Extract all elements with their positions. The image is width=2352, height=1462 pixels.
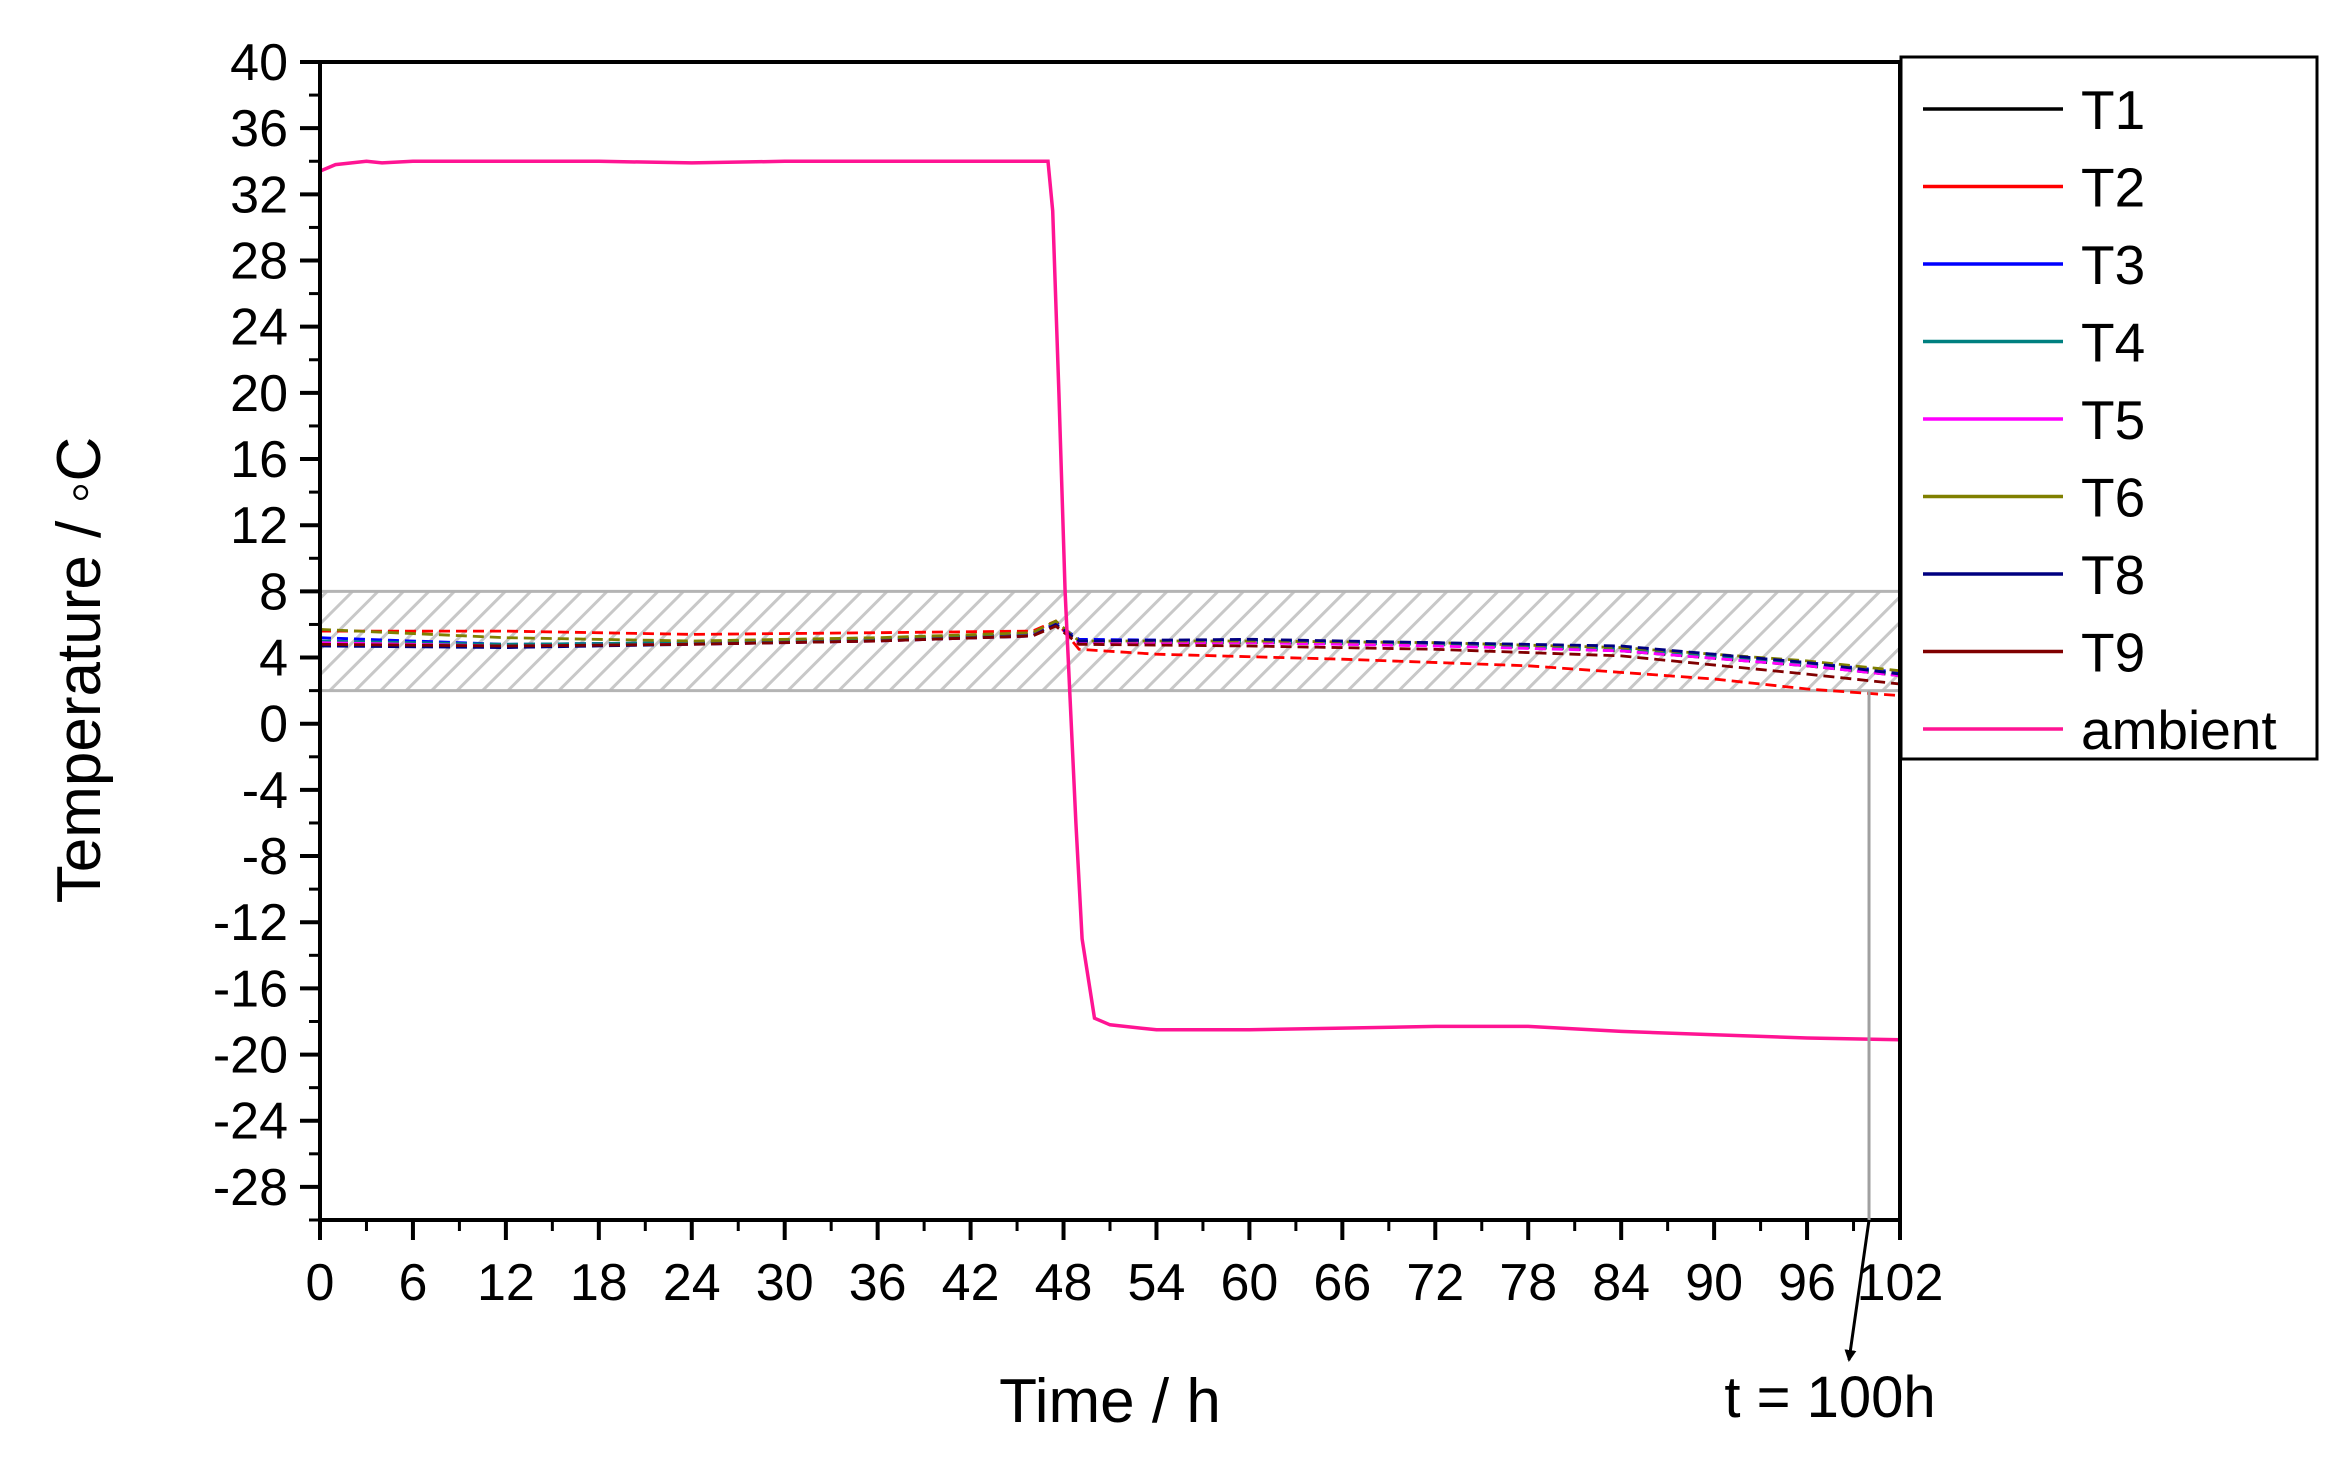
legend: T1 T2 T3 T4 T5 T6 T8 T9 ambient bbox=[1899, 55, 2319, 761]
x-tick-label: 0 bbox=[306, 1254, 335, 1312]
x-tick-label: 96 bbox=[1778, 1254, 1836, 1312]
y-tick-label: 8 bbox=[259, 563, 288, 621]
legend-label-T4: T4 bbox=[2081, 312, 2145, 374]
x-tick-label: 78 bbox=[1499, 1254, 1557, 1312]
x-tick-label: 6 bbox=[398, 1254, 427, 1312]
x-tick-label: 24 bbox=[663, 1254, 721, 1312]
y-tick-label: 40 bbox=[230, 34, 288, 92]
x-tick-label: 30 bbox=[756, 1254, 814, 1312]
y-tick-label: 16 bbox=[230, 431, 288, 489]
legend-label-T1: T1 bbox=[2081, 79, 2145, 141]
x-tick-label: 18 bbox=[570, 1254, 628, 1312]
series-layer bbox=[320, 159, 1900, 1042]
y-tick-label: 36 bbox=[230, 100, 288, 158]
annotation: t = 100h bbox=[1724, 690, 1936, 1430]
series-line-T2 bbox=[320, 619, 1900, 697]
y-tick-label: -12 bbox=[213, 894, 288, 952]
annotation-label: t = 100h bbox=[1724, 1365, 1935, 1430]
legend-box bbox=[1899, 55, 2319, 761]
y-tick-label: -8 bbox=[242, 828, 288, 886]
legend-label-T9: T9 bbox=[2081, 622, 2145, 684]
legend-label-T6: T6 bbox=[2081, 467, 2145, 529]
y-tick-label: 20 bbox=[230, 365, 288, 423]
x-tick-label: 66 bbox=[1313, 1254, 1371, 1312]
x-tick-label: 60 bbox=[1220, 1254, 1278, 1312]
y-tick-label: 24 bbox=[230, 299, 288, 357]
tick-labels-layer: 0 6 12 18 24 30 36 42 48 54 60 66 72 78 84 90 96 10240363… bbox=[213, 34, 1944, 1312]
ticks-layer bbox=[300, 60, 1902, 1240]
y-tick-label: -20 bbox=[213, 1027, 288, 1085]
x-tick-label: 54 bbox=[1128, 1254, 1186, 1312]
y-tick-label: 32 bbox=[230, 166, 288, 224]
y-tick-label: -16 bbox=[213, 960, 288, 1018]
y-tick-label: -4 bbox=[242, 762, 288, 820]
series-line-ambient bbox=[320, 159, 1900, 1042]
x-tick-label: 42 bbox=[942, 1254, 1000, 1312]
annotation-arrow bbox=[1844, 1219, 1871, 1362]
x-tick-label: 72 bbox=[1406, 1254, 1464, 1312]
legend-label-ambient: ambient bbox=[2081, 699, 2277, 761]
x-tick-label: 48 bbox=[1035, 1254, 1093, 1312]
y-tick-label: -28 bbox=[213, 1159, 288, 1217]
y-tick-label: 28 bbox=[230, 233, 288, 291]
x-tick-label: 12 bbox=[477, 1254, 535, 1312]
y-axis-title: Temperature / ◦C bbox=[45, 437, 114, 903]
legend-label-T2: T2 bbox=[2081, 157, 2145, 219]
x-tick-label: 102 bbox=[1857, 1254, 1944, 1312]
x-tick-label: 84 bbox=[1592, 1254, 1650, 1312]
legend-label-T5: T5 bbox=[2081, 389, 2145, 451]
legend-label-T8: T8 bbox=[2081, 544, 2145, 606]
legend-label-T3: T3 bbox=[2081, 234, 2145, 296]
x-tick-label: 90 bbox=[1685, 1254, 1743, 1312]
y-tick-label: 12 bbox=[230, 497, 288, 555]
x-axis-title: Time / h bbox=[999, 1367, 1221, 1436]
y-tick-label: 0 bbox=[259, 696, 288, 754]
y-tick-label: 4 bbox=[259, 630, 288, 688]
x-tick-label: 36 bbox=[849, 1254, 907, 1312]
y-tick-label: -24 bbox=[213, 1093, 288, 1151]
